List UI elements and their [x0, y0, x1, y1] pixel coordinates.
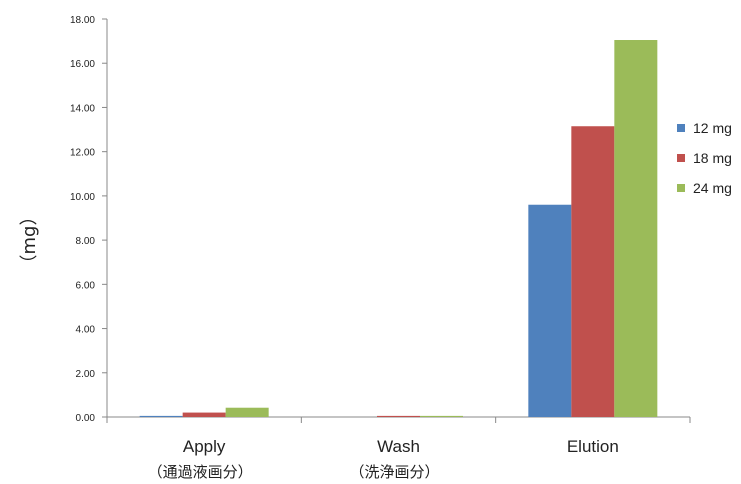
- bar: [571, 126, 615, 417]
- y-axis-label: （mg）: [19, 208, 40, 273]
- bar: [420, 415, 463, 417]
- y-axis: 0.00 2.00 4.00 6.00 8.00 10.00 12.00 14.00 16.00…: [70, 15, 108, 424]
- y-tick-label: 18.00: [70, 15, 95, 26]
- legend-label: 24 mg: [693, 180, 732, 196]
- y-tick-label: 16.00: [70, 59, 95, 70]
- bars: [139, 40, 658, 417]
- y-tick-label: 2.00: [76, 369, 96, 380]
- y-tick-label: 4.00: [76, 325, 96, 336]
- bar: [182, 412, 226, 417]
- x-category-label: Wash: [377, 437, 420, 456]
- x-category-label: Elution: [567, 437, 619, 456]
- legend-swatch: [677, 184, 685, 192]
- bar: [614, 40, 658, 417]
- x-axis: Apply （通過液画分） Wash （洗浄画分） Elution: [106, 416, 691, 481]
- y-tick-label: 0.00: [76, 413, 96, 424]
- y-tick-label: 14.00: [70, 103, 95, 114]
- y-tick-label: 12.00: [70, 148, 95, 159]
- y-tick-label: 8.00: [76, 236, 96, 247]
- y-tick-label: 6.00: [76, 280, 96, 291]
- bar: [377, 415, 420, 417]
- bar: [225, 407, 269, 417]
- x-category-label: Apply: [183, 437, 226, 456]
- legend-swatch: [677, 154, 685, 162]
- legend-swatch: [677, 124, 685, 132]
- legend: 12 mg 18 mg 24 mg: [677, 120, 732, 196]
- legend-label: 12 mg: [693, 120, 732, 136]
- x-category-sublabel: （通過液画分）: [148, 463, 253, 481]
- x-category-sublabel: （洗浄画分）: [349, 463, 439, 481]
- bar: [139, 415, 183, 417]
- y-tick-label: 10.00: [70, 192, 95, 203]
- legend-label: 18 mg: [693, 150, 732, 166]
- bar: [528, 204, 572, 417]
